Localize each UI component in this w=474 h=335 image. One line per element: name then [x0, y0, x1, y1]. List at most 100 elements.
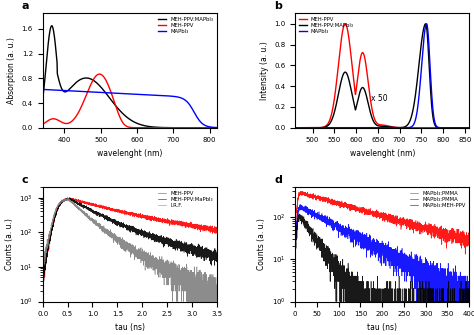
MAPbI₃ — [172, 94, 178, 98]
MAPbI₃:PMMA — [466, 299, 472, 304]
I.R.F. — [143, 259, 149, 263]
MAPbI₃ — [341, 126, 347, 130]
MEH-PPV — [292, 126, 298, 130]
MEH-PPV — [76, 199, 82, 203]
MEH-PPV — [201, 227, 206, 231]
Text: d: d — [274, 175, 282, 185]
MEH-PPV — [122, 210, 128, 214]
MAPbI₃:MEH-PPV — [328, 270, 334, 274]
Line: MEH-PPV: MEH-PPV — [43, 198, 217, 285]
MAPbI₃:PMMA — [403, 259, 409, 263]
MEH-PPV — [449, 126, 455, 130]
MAPbI₃ — [292, 126, 298, 130]
MAPbI₃:MEH-PPV — [440, 287, 446, 291]
MAPbI₃ — [449, 126, 455, 130]
MAPbI₃ — [85, 90, 91, 94]
MAPbI₃:PMMA — [418, 223, 424, 227]
MEH-PPV:MAPbI₃ — [85, 76, 91, 80]
MEH-PPV — [335, 69, 341, 73]
MEH-PPV — [67, 196, 73, 200]
MEH-PPV — [216, 126, 221, 130]
Y-axis label: Counts (a. u.): Counts (a. u.) — [5, 218, 14, 270]
MEH-PPV — [143, 214, 149, 218]
MEH-PPV — [85, 89, 91, 93]
I.R.F. — [214, 283, 219, 287]
MAPbI₃ — [40, 87, 46, 91]
MEH-PPV — [40, 122, 46, 126]
MEH-PPV:MaPbI₃ — [40, 289, 46, 293]
MEH-PPV:MaPbI₃ — [151, 236, 156, 240]
MEH-PPV — [342, 22, 348, 26]
Text: a: a — [22, 1, 29, 11]
MEH-PPV:MAPbI₃ — [347, 83, 353, 87]
MAPbI₃:PMMA — [292, 267, 298, 271]
MEH-PPV:MaPbI₃ — [64, 196, 70, 200]
Legend: MEH-PPV:MAPbI₃, MEH-PPV, MAPbI₃: MEH-PPV:MAPbI₃, MEH-PPV, MAPbI₃ — [157, 16, 214, 35]
MEH-PPV — [214, 227, 219, 231]
MEH-PPV:MAPbI₃ — [40, 98, 46, 102]
MEH-PPV — [120, 120, 126, 124]
X-axis label: tau (ns): tau (ns) — [367, 323, 397, 332]
Line: MAPbI₃: MAPbI₃ — [295, 24, 469, 128]
Line: MAPbI₃:MEH-PPV: MAPbI₃:MEH-PPV — [295, 214, 469, 335]
MEH-PPV:MAPbI₃ — [407, 120, 412, 124]
MEH-PPV — [103, 206, 109, 210]
Y-axis label: Absorption (a. u.): Absorption (a. u.) — [7, 37, 16, 104]
I.R.F. — [150, 255, 156, 259]
Text: c: c — [22, 175, 28, 185]
MAPbI₃:PMMA — [292, 233, 298, 237]
MEH-PPV:MAPbI₃ — [216, 126, 221, 130]
Line: MEH-PPV: MEH-PPV — [43, 74, 219, 128]
MEH-PPV — [97, 72, 102, 76]
MEH-PPV:MaPbI₃ — [201, 247, 206, 251]
MAPbI₃ — [428, 79, 434, 83]
MAPbI₃:PMMA — [328, 200, 334, 204]
MEH-PPV:MAPbI₃ — [423, 22, 428, 26]
MAPbI₃ — [466, 126, 472, 130]
MEH-PPV:MAPbI₃ — [335, 95, 341, 99]
Text: x 50: x 50 — [371, 94, 388, 103]
Line: MAPbI₃:PMMA: MAPbI₃:PMMA — [295, 191, 469, 254]
Line: MEH-PPV:MAPbI₃: MEH-PPV:MAPbI₃ — [295, 24, 469, 128]
I.R.F. — [122, 244, 128, 248]
MEH-PPV:MAPbI₃ — [157, 125, 163, 129]
Line: MEH-PPV: MEH-PPV — [295, 24, 469, 128]
MAPbI₃ — [407, 126, 412, 130]
MEH-PPV:MaPbI₃ — [40, 275, 46, 279]
MAPbI₃:PMMA — [465, 236, 470, 240]
MEH-PPV:MAPbI₃ — [428, 93, 434, 97]
MAPbI₃:PMMA — [466, 237, 472, 241]
I.R.F. — [103, 229, 109, 233]
X-axis label: wavelenght (nm): wavelenght (nm) — [97, 149, 163, 158]
MEH-PPV:MaPbI₃ — [214, 256, 219, 260]
MEH-PPV:MAPbI₃ — [173, 126, 178, 130]
Line: MEH-PPV:MAPbI₃: MEH-PPV:MAPbI₃ — [43, 26, 219, 128]
Legend: MEH-PPV, MEH-PPV:MAPbI₃, MAPbI₃: MEH-PPV, MEH-PPV:MAPbI₃, MAPbI₃ — [298, 16, 355, 35]
X-axis label: wavelenght (nm): wavelenght (nm) — [349, 149, 415, 158]
MEH-PPV:MaPbI₃ — [76, 203, 82, 207]
Line: MAPbI₃: MAPbI₃ — [43, 89, 219, 128]
MAPbI₃:MEH-PPV — [466, 299, 472, 304]
MEH-PPV — [40, 270, 46, 274]
MEH-PPV:MAPbI₃ — [341, 71, 347, 75]
MAPbI₃ — [424, 22, 429, 26]
MEH-PPV — [151, 217, 156, 221]
MAPbI₃ — [157, 93, 163, 97]
MEH-PPV — [144, 126, 149, 130]
MAPbI₃:PMMA — [419, 270, 424, 274]
MAPbI₃:PMMA — [298, 189, 303, 193]
MAPbI₃ — [144, 93, 149, 97]
MAPbI₃:PMMA — [465, 287, 470, 291]
MAPbI₃:PMMA — [429, 226, 435, 230]
Y-axis label: Intensity (a. u.): Intensity (a. u.) — [260, 41, 269, 100]
MAPbI₃:PMMA — [328, 220, 334, 224]
I.R.F. — [201, 279, 206, 283]
MAPbI₃:MEH-PPV — [292, 254, 298, 258]
MEH-PPV:MaPbI₃ — [103, 214, 109, 218]
Line: MEH-PPV:MaPbI₃: MEH-PPV:MaPbI₃ — [43, 198, 217, 291]
MEH-PPV:MAPbI₃ — [71, 82, 77, 86]
MAPbI₃ — [71, 89, 77, 93]
MEH-PPV — [428, 126, 434, 130]
Line: MAPbI₃:PMMA: MAPbI₃:PMMA — [295, 204, 469, 335]
MAPbI₃:MEH-PPV — [297, 212, 303, 216]
